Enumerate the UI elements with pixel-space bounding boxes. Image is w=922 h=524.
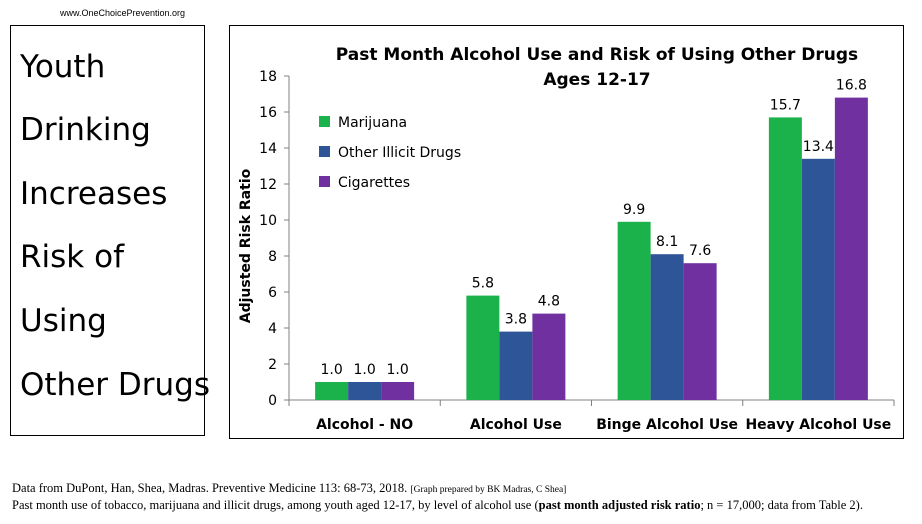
legend-swatch (319, 116, 330, 127)
side-title-line: Increases (20, 176, 168, 212)
legend-label: Cigarettes (338, 175, 410, 191)
graph-credit: [Graph prepared by BK Madras, C Shea] (410, 485, 567, 495)
bar-cigarettes (834, 97, 868, 400)
data-label: 15.7 (770, 97, 801, 113)
legend-swatch (319, 176, 330, 187)
y-tick-label: 12 (259, 177, 277, 193)
side-title-line: Risk of (20, 239, 124, 275)
data-label: 5.8 (472, 276, 494, 292)
data-label: 1.0 (353, 362, 375, 378)
y-axis-label: Adjusted Risk Ratio (238, 168, 254, 323)
data-label: 1.0 (386, 362, 408, 378)
y-tick-label: 8 (268, 249, 277, 265)
bar-other-illicit-drugs (499, 331, 533, 400)
y-tick-label: 16 (259, 105, 277, 121)
data-label: 7.6 (689, 243, 711, 259)
source-citation: Data from DuPont, Han, Shea, Madras. Pre… (12, 481, 912, 498)
side-title-line: Other Drugs (20, 367, 210, 403)
legend-label: Marijuana (338, 115, 407, 131)
legend-label: Other Illicit Drugs (338, 145, 461, 161)
bar-cigarettes (532, 313, 566, 400)
data-label: 8.1 (656, 234, 678, 250)
side-title-line: Using (20, 303, 107, 339)
source-note: Data from DuPont, Han, Shea, Madras. Pre… (12, 481, 912, 513)
x-tick-label: Heavy Alcohol Use (745, 417, 891, 433)
x-tick-label: Alcohol Use (470, 417, 562, 433)
citation-text: Data from DuPont, Han, Shea, Madras. Pre… (12, 481, 408, 495)
data-label: 9.9 (623, 202, 645, 218)
bar-marijuana (315, 382, 349, 400)
source-description: Past month use of tobacco, marijuana and… (12, 498, 912, 513)
legend-swatch (319, 146, 330, 157)
data-label: 4.8 (538, 294, 560, 310)
bar-cigarettes (683, 263, 717, 400)
site-url: www.OneChoicePrevention.org (60, 8, 186, 18)
y-tick-label: 10 (259, 213, 277, 229)
side-title-line: Youth (20, 49, 106, 85)
y-tick-label: 2 (268, 357, 277, 373)
x-tick-label: Alcohol - NO (316, 417, 413, 433)
y-tick-label: 6 (268, 285, 277, 301)
description-emphasis: past month adjusted risk ratio (538, 498, 701, 512)
description-tail: ; n = 17,000; data from Table 2). (700, 498, 863, 512)
chart-frame: Past Month Alcohol Use and Risk of Using… (229, 25, 904, 439)
bar-chart: Past Month Alcohol Use and Risk of Using… (238, 45, 895, 433)
y-tick-label: 18 (259, 69, 277, 85)
bar-other-illicit-drugs (801, 158, 835, 400)
bar-other-illicit-drugs (348, 382, 382, 400)
chart-title: Past Month Alcohol Use and Risk of Using… (336, 45, 858, 65)
bar-other-illicit-drugs (650, 254, 684, 400)
description-text: Past month use of tobacco, marijuana and… (12, 498, 539, 512)
side-title-box: Youth Drinking Increases Risk of Using O… (10, 25, 210, 436)
bar-marijuana (466, 295, 500, 400)
data-label: 13.4 (803, 139, 834, 155)
y-tick-label: 0 (268, 393, 277, 409)
data-label: 3.8 (505, 312, 527, 328)
data-label: 1.0 (320, 362, 342, 378)
data-label: 16.8 (836, 78, 867, 94)
y-tick-label: 14 (259, 141, 277, 157)
bar-cigarettes (381, 382, 415, 400)
bar-marijuana (768, 117, 802, 401)
chart-subtitle: Ages 12-17 (543, 70, 650, 90)
x-tick-label: Binge Alcohol Use (596, 417, 738, 433)
y-tick-label: 4 (268, 321, 277, 337)
bar-marijuana (617, 221, 651, 400)
side-title-line: Drinking (20, 112, 151, 148)
